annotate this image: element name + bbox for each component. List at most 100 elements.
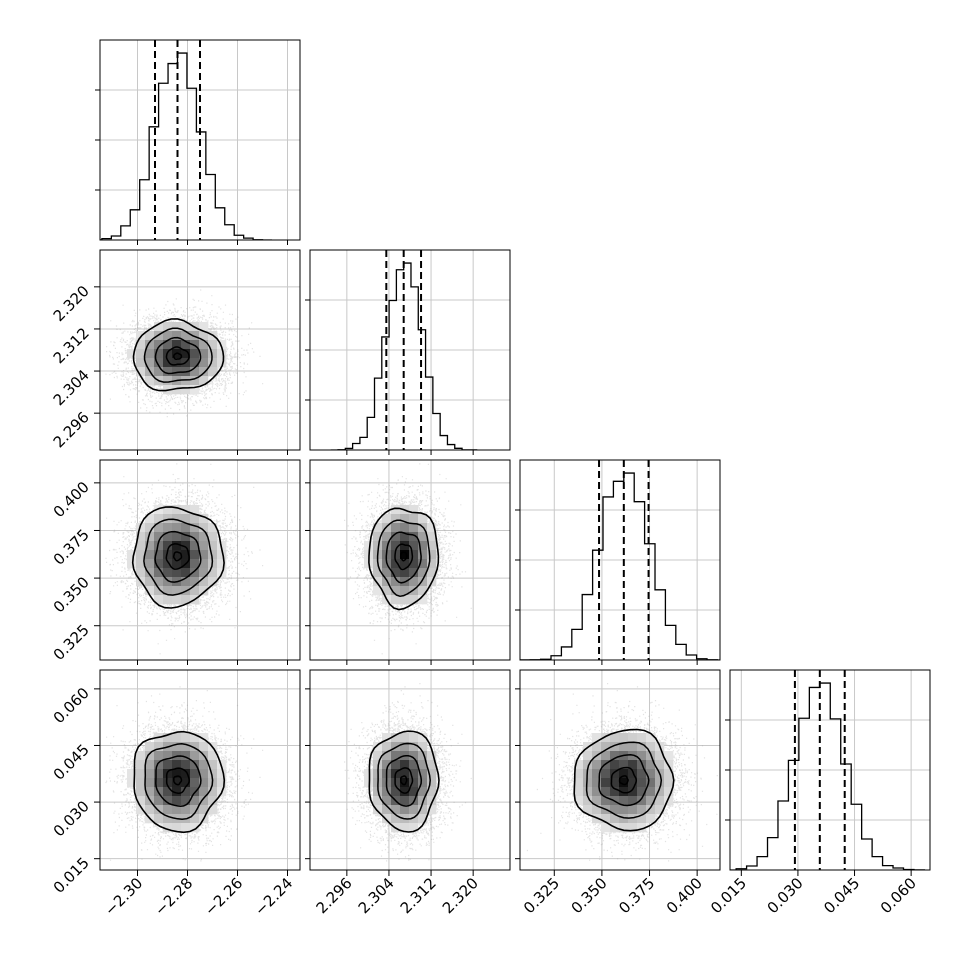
density-cell-3-1 xyxy=(163,586,173,596)
density-cell-4-1 xyxy=(208,805,218,815)
density-cell-4-1 xyxy=(136,778,146,788)
density-cell-2-1 xyxy=(208,358,218,368)
density-cell-4-1 xyxy=(190,751,200,761)
density-cell-2-1 xyxy=(154,358,164,368)
density-cell-3-2 xyxy=(391,577,401,587)
density-cell-2-1 xyxy=(145,376,155,386)
density-cell-4-2 xyxy=(373,796,383,806)
density-cell-4-1 xyxy=(199,760,209,770)
density-cell-4-2 xyxy=(400,796,410,806)
density-cell-4-3 xyxy=(601,742,611,752)
density-cell-4-2 xyxy=(418,742,428,752)
density-cell-2-1 xyxy=(154,349,164,359)
density-cell-3-1 xyxy=(163,568,173,578)
density-cell-4-1 xyxy=(190,823,200,833)
y-tick-label-2-2: 2.304 xyxy=(50,366,93,409)
density-cell-4-1 xyxy=(163,751,173,761)
density-cell-4-2 xyxy=(418,760,428,770)
density-cell-2-1 xyxy=(190,349,200,359)
density-cell-4-3 xyxy=(637,787,647,797)
panel-frame-3-1 xyxy=(99,459,301,661)
density-cell-3-2 xyxy=(409,541,419,551)
density-cell-4-2 xyxy=(409,778,419,788)
density-cell-3-1 xyxy=(190,523,200,533)
density-cell-4-3 xyxy=(655,787,665,797)
density-cell-4-2 xyxy=(391,787,401,797)
density-cell-2-1 xyxy=(145,358,155,368)
density-cell-4-1 xyxy=(163,760,173,770)
density-cell-2-1 xyxy=(136,331,146,341)
density-cell-3-1 xyxy=(199,559,209,569)
density-cell-4-1 xyxy=(145,751,155,761)
density-cell-4-2 xyxy=(427,787,437,797)
density-cell-4-3 xyxy=(619,814,629,824)
density-cell-4-3 xyxy=(619,778,629,788)
density-cell-4-1 xyxy=(190,742,200,752)
density-cell-4-1 xyxy=(172,769,182,779)
density-cell-4-3 xyxy=(610,814,620,824)
density-cell-2-1 xyxy=(127,349,137,359)
density-cell-4-2 xyxy=(373,805,383,815)
panel-content-2-1 xyxy=(100,250,300,450)
density-cell-4-3 xyxy=(601,787,611,797)
density-cell-4-2 xyxy=(391,805,401,815)
density-cell-4-2 xyxy=(427,796,437,806)
density-cell-4-3 xyxy=(592,733,602,743)
density-cell-2-1 xyxy=(190,385,200,395)
density-cell-4-1 xyxy=(190,814,200,824)
x-tick-label-3-3: 0.375 xyxy=(615,874,658,917)
density-cell-4-1 xyxy=(199,769,209,779)
contour-3-1-5 xyxy=(172,551,183,562)
density-cell-4-3 xyxy=(619,742,629,752)
density-cell-3-2 xyxy=(373,568,383,578)
density-cell-4-1 xyxy=(163,796,173,806)
density-cell-4-1 xyxy=(199,787,209,797)
x-tick-label-4-3: 0.045 xyxy=(820,874,863,917)
density-cell-3-1 xyxy=(208,532,218,542)
panel-frame-4-2 xyxy=(309,669,511,871)
panel-frame-2-2 xyxy=(309,249,511,451)
density-cell-4-2 xyxy=(418,751,428,761)
density-cell-3-2 xyxy=(391,541,401,551)
density-cell-3-1 xyxy=(172,595,182,605)
density-cell-3-1 xyxy=(163,595,173,605)
density-cell-4-3 xyxy=(610,787,620,797)
density-cell-3-2 xyxy=(427,532,437,542)
density-cell-2-1 xyxy=(163,331,173,341)
y-tick-label-3-3: 0.375 xyxy=(50,526,93,569)
density-cell-4-3 xyxy=(583,778,593,788)
panel-frame-3-2 xyxy=(309,459,511,661)
density-cell-3-1 xyxy=(145,577,155,587)
density-cell-4-3 xyxy=(619,796,629,806)
density-cell-2-1 xyxy=(163,367,173,377)
density-cell-3-2 xyxy=(400,559,410,569)
density-cell-2-1 xyxy=(145,331,155,341)
x-tick-label-1-4: −2.24 xyxy=(251,874,296,919)
histogram-step-4 xyxy=(730,682,926,870)
density-cell-3-1 xyxy=(199,514,209,524)
density-cell-4-3 xyxy=(637,823,647,833)
density-cell-3-2 xyxy=(409,595,419,605)
density-cell-4-2 xyxy=(409,823,419,833)
density-cell-3-2 xyxy=(418,568,428,578)
density-cell-4-1 xyxy=(163,805,173,815)
density-cell-4-3 xyxy=(637,796,647,806)
density-cell-4-3 xyxy=(574,787,584,797)
density-cell-3-1 xyxy=(145,514,155,524)
density-cell-3-1 xyxy=(154,505,164,515)
density-cell-3-2 xyxy=(391,559,401,569)
density-cell-3-1 xyxy=(208,568,218,578)
density-cell-4-3 xyxy=(619,769,629,779)
density-cell-4-1 xyxy=(181,787,191,797)
y-tick-label-4-3: 0.045 xyxy=(50,741,93,784)
histogram-panel-4 xyxy=(725,669,931,871)
scatter-panel-4-2 xyxy=(309,669,511,871)
density-cell-4-1 xyxy=(145,742,155,752)
density-cell-4-3 xyxy=(664,751,674,761)
density-cell-3-2 xyxy=(373,586,383,596)
density-cell-4-3 xyxy=(637,733,647,743)
density-cell-2-1 xyxy=(181,331,191,341)
density-cell-4-1 xyxy=(154,814,164,824)
density-cell-2-1 xyxy=(199,322,209,332)
